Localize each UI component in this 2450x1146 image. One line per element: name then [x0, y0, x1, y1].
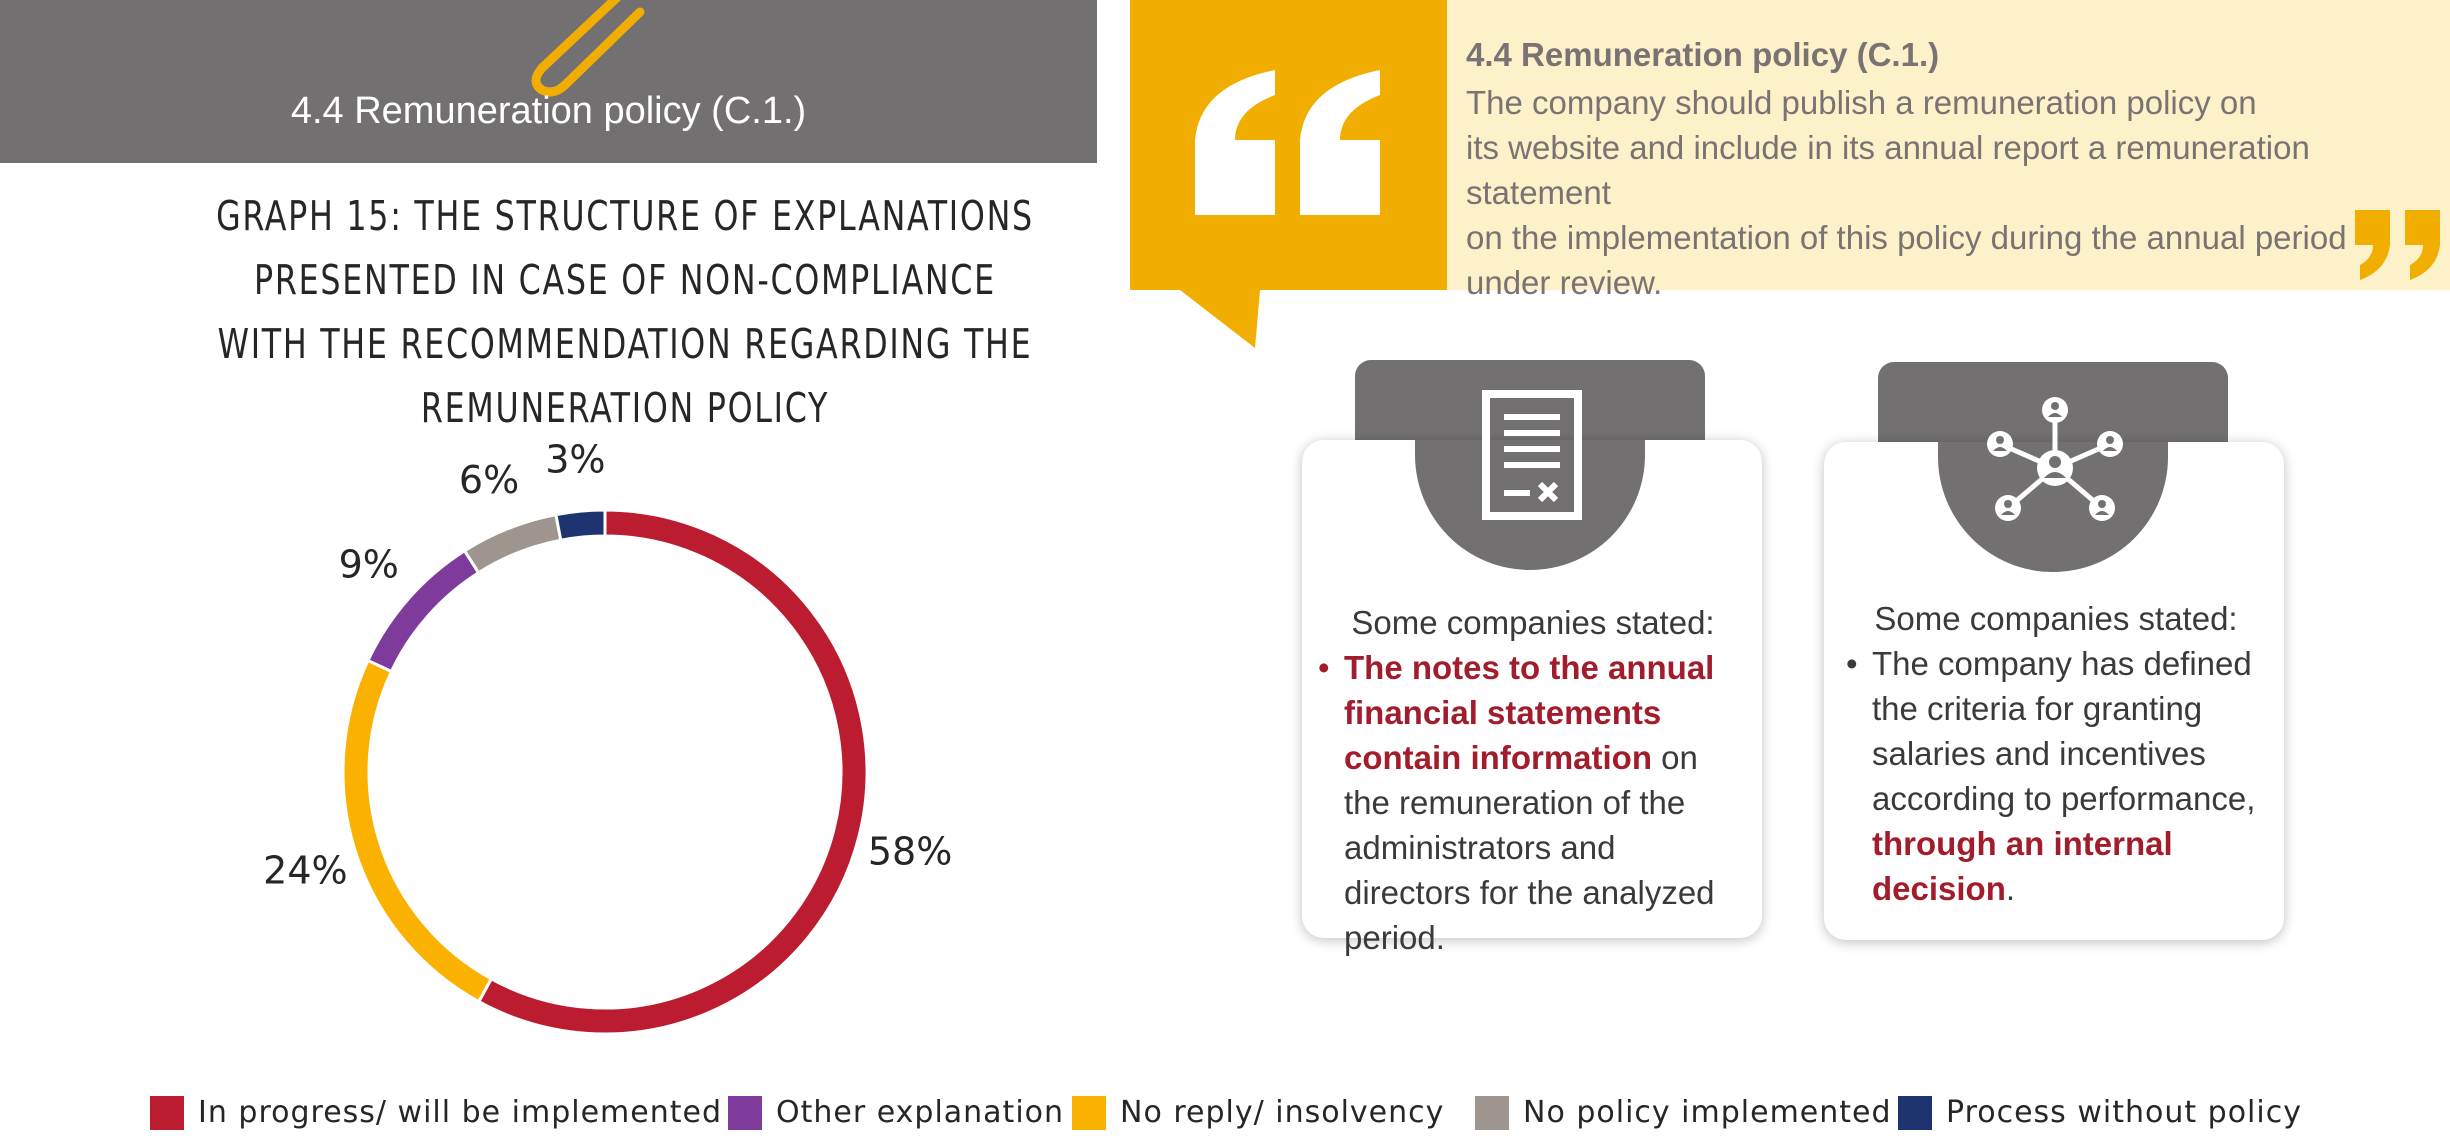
paperclip-icon — [531, 0, 645, 97]
legend-item: Process without policy — [1898, 1095, 2302, 1130]
document-icon — [1482, 390, 1582, 520]
legend-label: In progress/ will be implemented — [198, 1095, 723, 1130]
bullet-plain: The company has defined the criteria for… — [1872, 645, 2256, 817]
open-quote-icon — [1195, 70, 1380, 215]
bullet-text: The company has defined the criteria for… — [1872, 641, 2266, 911]
data-label: 3% — [545, 437, 605, 481]
close-quote-icon — [2355, 210, 2440, 280]
graph-title: GRAPH 15: THE STRUCTURE OF EXPLANATIONS … — [208, 184, 1042, 440]
bullet-text: The notes to the annual financial statem… — [1344, 645, 1748, 960]
bullet-rest: on the remuneration of the administrator… — [1344, 739, 1715, 956]
legend-label: Process without policy — [1946, 1095, 2302, 1130]
legend-swatch — [1475, 1095, 1509, 1130]
legend-item: No policy implemented — [1475, 1095, 1892, 1130]
card-1-text: Some companies stated: • The notes to th… — [1318, 600, 1748, 960]
card-bullet: • The notes to the annual financial stat… — [1318, 645, 1748, 960]
quote-panel — [1447, 0, 2450, 290]
bullet-icon: • — [1846, 645, 1858, 682]
quote-line: on the implementation of this policy dur… — [1466, 219, 2347, 256]
legend-swatch — [1898, 1095, 1932, 1130]
legend-label: No policy implemented — [1523, 1095, 1892, 1130]
legend-swatch — [1072, 1095, 1106, 1130]
legend-item: In progress/ will be implemented — [150, 1095, 722, 1130]
card-intro: Some companies stated: — [1351, 604, 1715, 641]
legend-label: Other explanation — [776, 1095, 1065, 1130]
legend-item: No reply/ insolvency — [1072, 1095, 1444, 1130]
donut-chart: 58% 24% 9% 6% 3% — [263, 437, 952, 1036]
bullet-highlight: through an internal decision — [1872, 825, 2173, 907]
quote-heading: 4.4 Remuneration policy (C.1.) — [1466, 36, 1940, 73]
legend-swatch — [150, 1095, 184, 1130]
quote-body: The company should publish a remuneratio… — [1466, 80, 2416, 305]
quote-badge — [1130, 0, 1447, 290]
card-bullet: • The company has defined the criteria f… — [1846, 641, 2266, 911]
header-bar — [0, 0, 1097, 163]
donut-slice — [462, 512, 563, 575]
data-label: 24% — [263, 848, 347, 892]
data-label: 9% — [339, 543, 399, 587]
network-icon — [1987, 397, 2123, 521]
donut-slice — [341, 658, 494, 1004]
speech-tail — [1180, 290, 1260, 348]
card-2-text: Some companies stated: • The company has… — [1846, 596, 2266, 911]
card-intro: Some companies stated: — [1874, 600, 2238, 637]
data-label: 58% — [868, 829, 952, 873]
section-title: 4.4 Remuneration policy (C.1.) — [290, 90, 807, 132]
data-label: 6% — [459, 458, 519, 502]
bullet-highlight: The notes to the annual financial statem… — [1344, 649, 1715, 776]
donut-slice — [476, 508, 869, 1036]
quote-line: under review. — [1466, 264, 1663, 301]
quote-line: The company should publish a remuneratio… — [1466, 84, 2257, 121]
bullet-icon: • — [1318, 649, 1330, 686]
donut-slice — [554, 508, 607, 542]
graph-title-line: GRAPH 15: THE STRUCTURE OF EXPLANATIONS — [216, 192, 1034, 240]
graph-title-line: PRESENTED IN CASE OF NON-COMPLIANCE — [254, 256, 996, 304]
graph-title-line: REMUNERATION POLICY — [420, 384, 830, 432]
quote-line: its website and include in its annual re… — [1466, 129, 2310, 211]
legend-swatch — [728, 1095, 762, 1130]
legend-label: No reply/ insolvency — [1120, 1095, 1445, 1130]
bullet-end: . — [2005, 870, 2016, 907]
graph-title-line: WITH THE RECOMMENDATION REGARDING THE — [217, 320, 1033, 368]
legend-item: Other explanation — [728, 1095, 1064, 1130]
